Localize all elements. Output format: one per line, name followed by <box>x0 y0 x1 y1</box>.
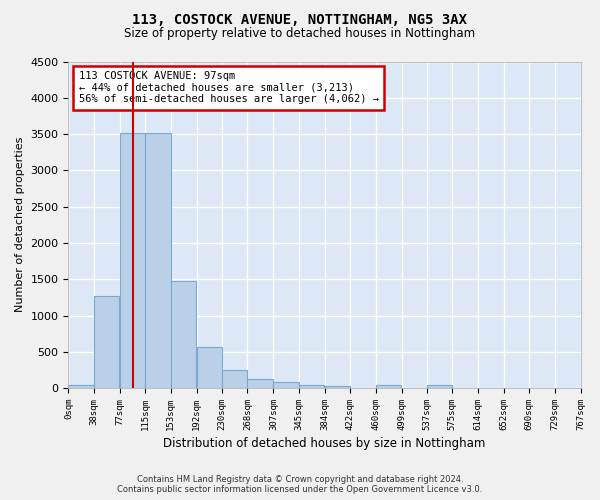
Bar <box>170 280 196 388</box>
Text: 113 COSTOCK AVENUE: 97sqm
← 44% of detached houses are smaller (3,213)
56% of se: 113 COSTOCK AVENUE: 97sqm ← 44% of detac… <box>79 72 379 104</box>
Bar <box>299 385 324 388</box>
Bar <box>376 385 401 388</box>
Bar <box>325 386 350 388</box>
Text: Size of property relative to detached houses in Nottingham: Size of property relative to detached ho… <box>124 28 476 40</box>
Text: 113, COSTOCK AVENUE, NOTTINGHAM, NG5 3AX: 113, COSTOCK AVENUE, NOTTINGHAM, NG5 3AX <box>133 12 467 26</box>
Text: Contains HM Land Registry data © Crown copyright and database right 2024.
Contai: Contains HM Land Registry data © Crown c… <box>118 474 482 494</box>
Bar <box>197 346 222 388</box>
Bar <box>145 134 170 388</box>
Bar <box>120 134 145 388</box>
Bar <box>222 370 247 388</box>
Bar <box>274 382 299 388</box>
X-axis label: Distribution of detached houses by size in Nottingham: Distribution of detached houses by size … <box>163 437 485 450</box>
Y-axis label: Number of detached properties: Number of detached properties <box>15 137 25 312</box>
Bar <box>427 385 452 388</box>
Bar <box>94 296 119 388</box>
Bar <box>68 385 94 388</box>
Bar <box>247 378 273 388</box>
